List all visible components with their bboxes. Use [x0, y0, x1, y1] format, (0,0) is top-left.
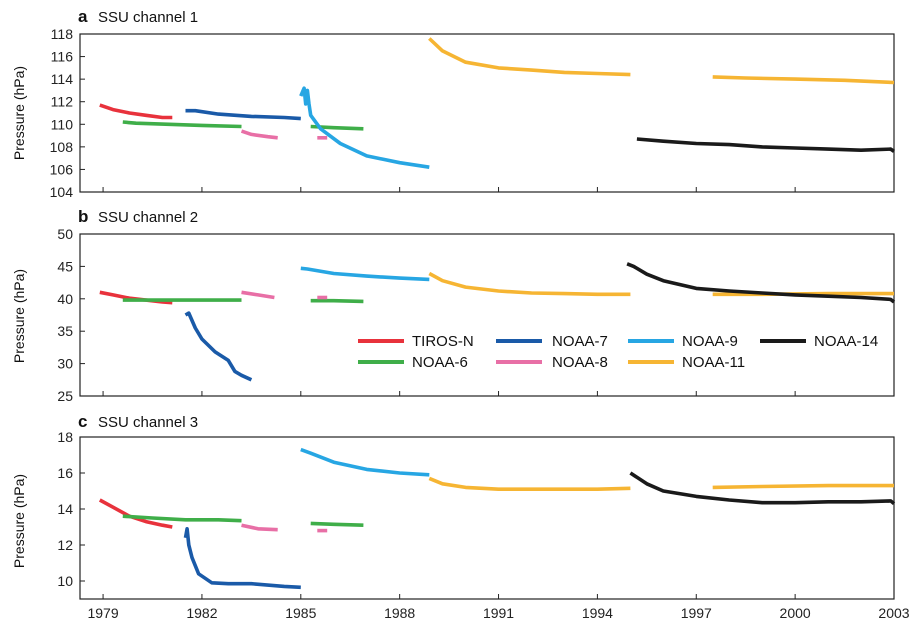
- series-noaa-11-line: [428, 37, 631, 77]
- series-noaa-6-line: [310, 521, 364, 527]
- series-noaa-8-line: [240, 129, 278, 140]
- panel-b-ytick-label: 30: [57, 356, 73, 372]
- series-noaa-7-line: [185, 108, 301, 121]
- panel-a-ytick-label: 114: [51, 71, 74, 87]
- panel-c: c SSU channel 3 Pressure (hPa) 101214161…: [11, 412, 910, 621]
- series-noaa-6-line: [310, 298, 364, 304]
- panel-a-title: SSU channel 1: [98, 9, 198, 26]
- panel-c-ylabel: Pressure (hPa): [11, 474, 27, 568]
- panel-a-letter: a: [78, 7, 88, 26]
- legend-item-noaa-11: NOAA-11: [628, 354, 745, 371]
- panel-a-ytick-label: 118: [51, 26, 74, 42]
- panel-c-xtick-label: 1982: [186, 605, 217, 621]
- panel-b-ytick-label: 35: [57, 323, 73, 339]
- panel-a: a SSU channel 1 Pressure (hPa) 104 106 108…: [11, 7, 896, 200]
- panel-c-letter: c: [78, 412, 87, 431]
- legend-item-noaa-7: NOAA-7: [496, 333, 608, 350]
- panel-c-xtick-label: 2003: [878, 605, 909, 621]
- panel-a-plot: [99, 37, 896, 169]
- panel-a-ytick-label: 104: [50, 184, 74, 200]
- legend-item-noaa-6: NOAA-6: [358, 354, 468, 371]
- series-noaa-14-line: [636, 137, 896, 153]
- panel-c-ytick-label: 12: [57, 537, 73, 553]
- panel-b-ytick-label: 40: [57, 291, 73, 307]
- series-noaa-7-line: [183, 526, 301, 590]
- series-noaa-6-line: [122, 120, 242, 129]
- legend-label-noaa-9: NOAA-9: [682, 333, 738, 350]
- series-noaa-9-line: [299, 86, 430, 169]
- panel-a-ylabel: Pressure (hPa): [11, 66, 27, 160]
- panel-c-xtick-label: 1997: [681, 605, 712, 621]
- panel-c-xtick-label: 1994: [582, 605, 613, 621]
- panel-b-plot: [99, 262, 896, 382]
- panel-b-yticks: 25 30 35 40 45 50: [57, 226, 85, 404]
- legend-item-noaa-9: NOAA-9: [628, 333, 738, 350]
- panel-c-xtick-label: 1988: [384, 605, 415, 621]
- series-noaa-8-line: [241, 290, 275, 300]
- panel-c-xtick-label: 1991: [483, 605, 514, 621]
- legend-item-tiros-n: TIROS-N: [358, 333, 474, 350]
- panel-a-ytick-label: 116: [51, 49, 74, 65]
- panel-b-letter: b: [78, 207, 88, 226]
- legend-label-noaa-7: NOAA-7: [552, 333, 608, 350]
- panel-b-ytick-label: 45: [57, 258, 73, 274]
- panel-a-ytick-label: 106: [50, 161, 74, 177]
- series-noaa-11-line: [428, 476, 631, 492]
- panel-c-xtick-label: 1979: [87, 605, 118, 621]
- panel-a-xticks: [102, 187, 895, 192]
- panel-c-yticks: 10 12 14 16 18: [57, 429, 85, 589]
- series-noaa-8-line: [241, 523, 278, 532]
- series-noaa-9-line: [300, 266, 430, 282]
- panel-c-ytick-label: 18: [57, 429, 73, 445]
- series-noaa-11-line: [428, 271, 631, 297]
- panel-a-yticks: 104 106 108 110 112 114 116 118: [50, 26, 85, 200]
- legend-label-tiros-n: TIROS-N: [412, 333, 474, 350]
- series-noaa-11-line: [712, 75, 895, 85]
- legend-label-noaa-11: NOAA-11: [682, 354, 745, 371]
- series-tiros-n-line: [99, 103, 173, 120]
- panel-c-ytick-label: 16: [57, 465, 73, 481]
- panel-a-ytick-label: 108: [50, 139, 74, 155]
- panel-c-title: SSU channel 3: [98, 414, 198, 431]
- panel-a-ytick-label: 112: [51, 94, 74, 110]
- panel-a-ytick-label: 110: [51, 116, 74, 132]
- series-noaa-6-line: [122, 514, 242, 523]
- panel-c-xtick-label: 2000: [780, 605, 811, 621]
- legend-label-noaa-6: NOAA-6: [412, 354, 468, 371]
- series-noaa-11-line: [712, 483, 894, 490]
- panel-b-ytick-label: 50: [57, 226, 73, 242]
- panel-c-ytick-label: 14: [57, 501, 73, 517]
- panel-b-ytick-label: 25: [57, 388, 73, 404]
- panel-c-xticks: 1979 1982 1985 1988 1991 1994 1997 2000 2003: [87, 594, 910, 621]
- panel-c-ytick-label: 10: [57, 573, 73, 589]
- series-noaa-9-line: [300, 447, 430, 477]
- series-noaa-14-line: [629, 471, 896, 505]
- legend: TIROS-N NOAA-7 NOAA-9 NOAA-14 NOAA-6 NOA…: [358, 333, 878, 371]
- panel-c-xtick-label: 1985: [285, 605, 316, 621]
- panel-b-xticks: [102, 391, 895, 396]
- panel-b-frame: [79, 233, 895, 397]
- series-noaa-7-line: [184, 311, 253, 382]
- legend-item-noaa-8: NOAA-8: [496, 354, 608, 371]
- panel-b-ylabel: Pressure (hPa): [11, 269, 27, 363]
- series-noaa-14-line: [626, 262, 896, 304]
- panel-c-frame: [79, 436, 895, 600]
- legend-label-noaa-14: NOAA-14: [814, 333, 878, 350]
- legend-item-noaa-14: NOAA-14: [760, 333, 878, 350]
- panel-b-title: SSU channel 2: [98, 209, 198, 226]
- panel-b: b SSU channel 2 Pressure (hPa) 25 30 35 40 4…: [11, 207, 896, 404]
- panel-c-plot: [98, 447, 896, 590]
- series-tiros-n-line: [98, 498, 173, 529]
- panel-a-frame: [79, 33, 895, 193]
- legend-label-noaa-8: NOAA-8: [552, 354, 608, 371]
